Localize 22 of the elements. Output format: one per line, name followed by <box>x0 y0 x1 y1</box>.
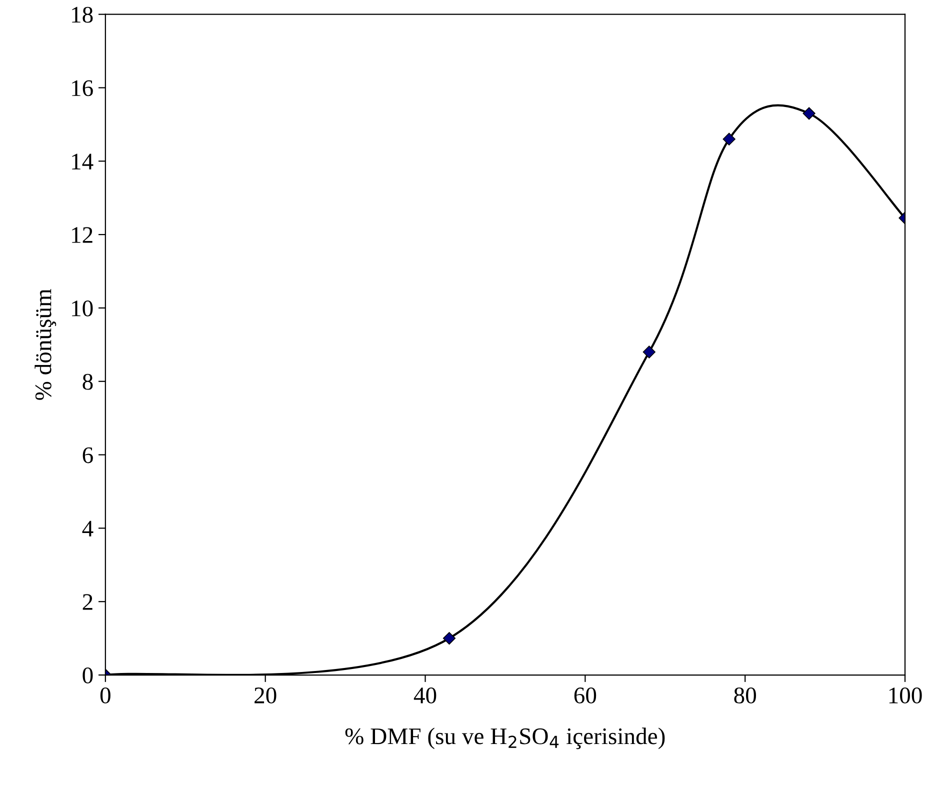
y-tick-label: 6 <box>82 447 93 464</box>
y-tick-label: 18 <box>72 6 93 23</box>
point <box>722 132 736 146</box>
x-tick-label: 20 <box>254 687 276 704</box>
x-tick-label: 80 <box>734 687 756 704</box>
point <box>642 346 656 358</box>
y-tick-label: 4 <box>82 520 94 536</box>
y-tick-label: 10 <box>72 300 93 316</box>
x-tick-label: 60 <box>574 687 596 704</box>
y-axis-title: % dönüşüm <box>34 288 56 400</box>
y-tick-label: 16 <box>72 80 93 96</box>
y-tick-label: 2 <box>82 594 92 610</box>
x-tick-label: 0 <box>100 687 110 704</box>
point <box>442 632 456 645</box>
point <box>802 107 816 120</box>
x-tick-label: 100 <box>889 687 922 704</box>
y-tick-label: 12 <box>72 227 92 243</box>
y-tick-label: 8 <box>82 374 93 390</box>
x-tick-label: 40 <box>414 687 436 704</box>
y-tick-label: 0 <box>82 668 93 684</box>
x-axis-title: % DMF (su ve H$_{2}$SO$_{4}$ içerisinde) <box>345 728 665 750</box>
y-tick-label: 14 <box>72 154 94 170</box>
